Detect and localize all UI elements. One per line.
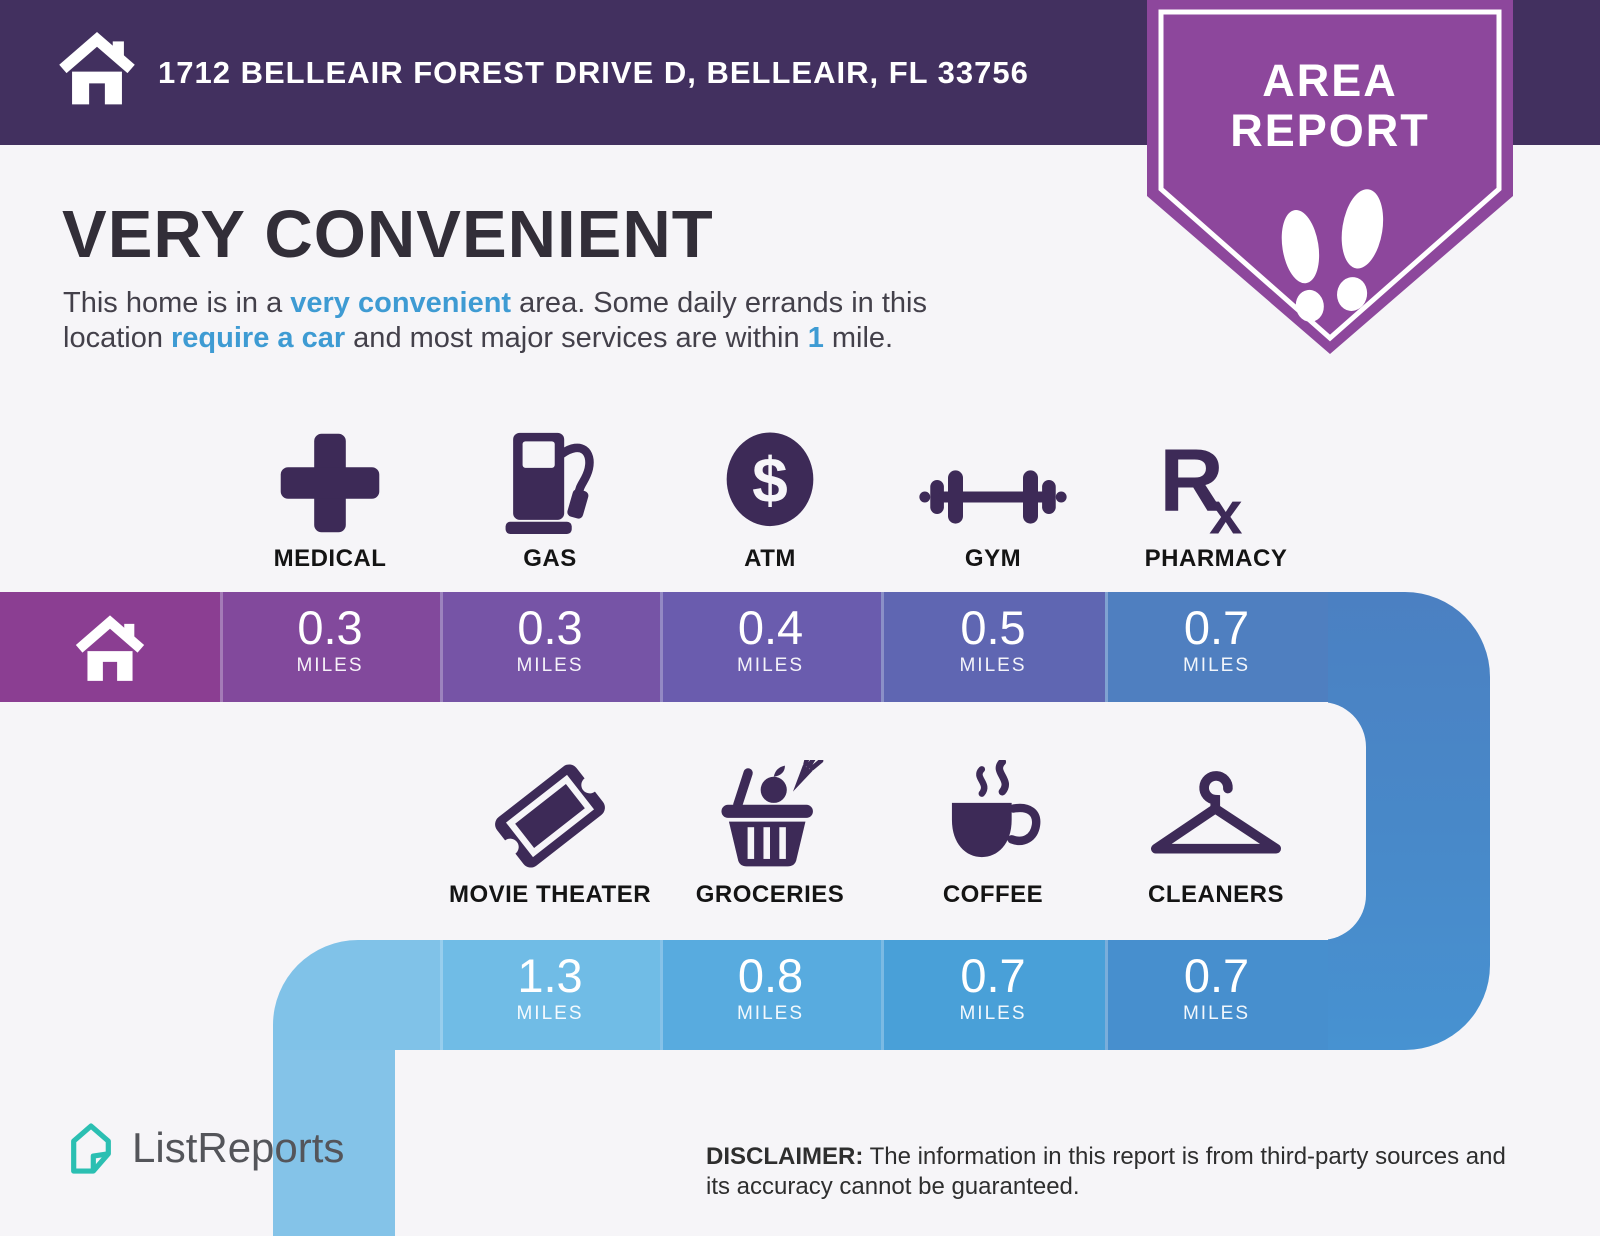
amenity-cleaners: CLEANERS xyxy=(1076,760,1356,909)
groceries-basket-icon xyxy=(712,760,828,872)
distance-value: 0.4 xyxy=(737,601,804,654)
amenity-movie-theater: MOVIE THEATER xyxy=(410,760,690,909)
distance-unit: MILES xyxy=(736,655,805,676)
amenity-label: GAS xyxy=(523,545,577,572)
distance-unit: MILES xyxy=(1182,655,1251,676)
distance-segment: 0.5 MILES xyxy=(881,592,1105,702)
amenity-label: COFFEE xyxy=(942,881,1044,908)
highlight-one-mile: 1 xyxy=(807,322,824,354)
listreports-logo-icon xyxy=(62,1118,120,1178)
distance-value: 0.7 xyxy=(960,949,1026,1002)
listreports-logo: ListReports xyxy=(62,1118,344,1178)
ribbon-left-column xyxy=(273,1049,395,1236)
distance-value: 0.5 xyxy=(960,601,1026,654)
svg-text:x: x xyxy=(1209,479,1242,536)
distance-segment: 0.7 MILES xyxy=(1105,940,1328,1050)
distance-segment: 0.7 MILES xyxy=(1105,592,1328,702)
home-icon xyxy=(72,612,148,682)
amenity-gym: GYM xyxy=(873,424,1113,573)
amenity-label: MEDICAL xyxy=(273,545,387,572)
distance-value: 0.7 xyxy=(1183,949,1250,1002)
badge-title-line2: REPORT xyxy=(1230,105,1430,156)
disclaimer-text: DISCLAIMER: The information in this repo… xyxy=(706,1143,1506,1200)
amenity-pharmacy: R x PHARMACY xyxy=(1096,424,1336,573)
amenity-coffee: COFFEE xyxy=(853,760,1133,909)
disclaimer-label: DISCLAIMER: xyxy=(706,1143,864,1170)
svg-text:$: $ xyxy=(752,444,788,516)
amenity-label: MOVIE THEATER xyxy=(448,881,652,908)
ribbon-left-notch xyxy=(395,1050,515,1170)
home-icon xyxy=(55,28,139,106)
movie-ticket-icon xyxy=(491,760,609,872)
gym-dumbbell-icon xyxy=(918,424,1068,536)
home-segment xyxy=(0,592,220,702)
distance-segment: 0.7 MILES xyxy=(881,940,1105,1050)
medical-cross-icon xyxy=(277,424,383,536)
distance-unit: MILES xyxy=(959,655,1027,676)
badge-title-line1: AREA xyxy=(1262,55,1398,106)
distance-segment: 0.8 MILES xyxy=(660,940,881,1050)
distance-unit: MILES xyxy=(959,1003,1027,1024)
coffee-cup-icon xyxy=(934,760,1052,872)
amenity-label: GYM xyxy=(964,545,1022,572)
distance-segment: 0.4 MILES xyxy=(660,592,881,702)
ribbon-right-notch xyxy=(1256,702,1366,940)
description-line2: location require a car and most major se… xyxy=(63,322,894,354)
distance-value: 0.8 xyxy=(737,949,804,1002)
property-address: 1712 BELLEAIR FOREST DRIVE D, BELLEAIR, … xyxy=(158,54,1029,90)
distance-unit: MILES xyxy=(296,655,364,676)
distance-unit: MILES xyxy=(516,655,584,676)
highlight-require-a-car: require a car xyxy=(171,322,346,354)
distance-segment: 0.3 MILES xyxy=(220,592,440,702)
distance-bar-row1: 0.3 MILES 0.3 MILES 0.4 MILES 0.5 MILES … xyxy=(0,592,1328,702)
walkability-description: This home is in a very convenient area. … xyxy=(63,286,1123,356)
distance-bar-row2: 1.3 MILES 0.8 MILES 0.7 MILES 0.7 MILES xyxy=(273,940,1328,1050)
amenity-label: CLEANERS xyxy=(1147,881,1284,908)
distance-value: 0.3 xyxy=(297,601,363,654)
distance-value: 0.3 xyxy=(517,601,583,654)
amenity-label: ATM xyxy=(744,545,796,572)
distance-unit: MILES xyxy=(1182,1003,1251,1024)
cleaners-hanger-icon xyxy=(1138,760,1294,872)
amenity-label: GROCERIES xyxy=(695,881,845,908)
distance-value: 1.3 xyxy=(517,949,583,1002)
pharmacy-rx-icon: R x xyxy=(1156,424,1276,536)
listreports-logo-text: ListReports xyxy=(132,1124,345,1171)
ribbon-tail-segment xyxy=(273,940,440,1050)
distance-unit: MILES xyxy=(736,1003,805,1024)
amenity-atm: $ ATM xyxy=(650,424,890,573)
area-report-badge: AREA REPORT xyxy=(1145,0,1515,360)
gas-pump-icon xyxy=(498,424,602,536)
footprints-icon xyxy=(1281,189,1384,322)
amenity-gas: GAS xyxy=(430,424,670,573)
amenity-label: PHARMACY xyxy=(1144,545,1288,572)
amenity-medical: MEDICAL xyxy=(210,424,450,573)
distance-segment: 1.3 MILES xyxy=(440,940,660,1050)
svg-text:R: R xyxy=(1159,430,1223,530)
distance-unit: MILES xyxy=(516,1003,584,1024)
distance-segment: 0.3 MILES xyxy=(440,592,660,702)
highlight-very-convenient: very convenient xyxy=(290,287,512,319)
description-line1: This home is in a very convenient area. … xyxy=(63,287,927,319)
atm-dollar-icon: $ xyxy=(718,424,822,536)
distance-value: 0.7 xyxy=(1183,601,1250,654)
walkability-headline: VERY CONVENIENT xyxy=(62,197,714,272)
amenity-groceries: GROCERIES xyxy=(630,760,910,909)
